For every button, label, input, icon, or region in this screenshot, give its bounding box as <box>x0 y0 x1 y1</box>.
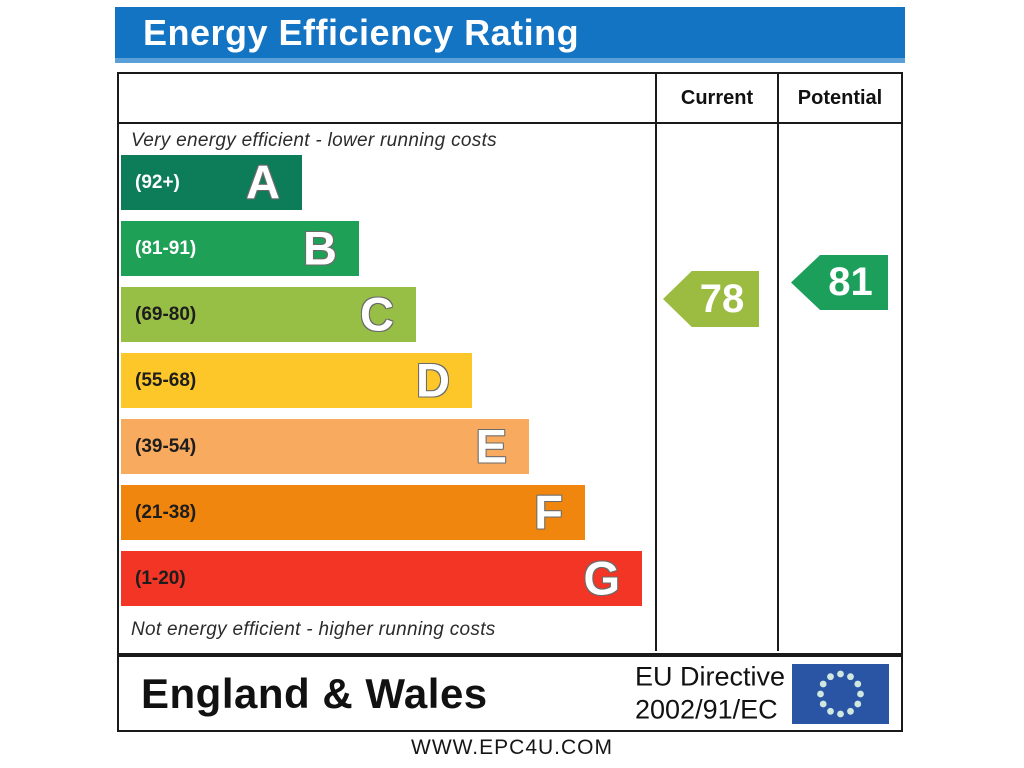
current-rating-value: 78 <box>699 276 745 321</box>
top-caption: Very energy efficient - lower running co… <box>131 130 497 151</box>
band-range-label-e: (39-54) <box>135 435 197 457</box>
band-letter-b: B <box>303 221 337 275</box>
footer-bar: England & Wales EU Directive 2002/91/EC <box>117 655 903 732</box>
band-range-label-a: (92+) <box>135 171 180 193</box>
chart-title-bar: Energy Efficiency Rating <box>115 7 905 63</box>
eu-directive-line1: EU Directive <box>635 660 786 691</box>
rating-band-d: (55-68) D <box>121 353 472 408</box>
potential-column-header: Potential <box>777 74 901 122</box>
chart-title: Energy Efficiency Rating <box>143 11 580 53</box>
band-letter-a: A <box>246 155 280 209</box>
band-bar-d: (55-68) D <box>121 353 472 408</box>
eu-directive-line2: 2002/91/EC <box>635 694 778 725</box>
rating-band-b: (81-91) B <box>121 221 359 276</box>
rating-band-e: (39-54) E <box>121 419 529 474</box>
rating-band-c: (69-80) C <box>121 287 416 342</box>
band-letter-c: C <box>360 287 394 341</box>
band-bar-c: (69-80) C <box>121 287 416 342</box>
band-letter-d: D <box>416 353 450 407</box>
band-bar-b: (81-91) B <box>121 221 359 276</box>
rating-band-a: (92+) A <box>121 155 302 210</box>
bottom-caption: Not energy efficient - higher running co… <box>131 619 496 640</box>
table-header-spacer <box>119 74 655 122</box>
potential-column-divider <box>777 124 779 651</box>
eu-flag-icon <box>792 664 889 724</box>
band-range-label-d: (55-68) <box>135 369 197 391</box>
band-bar-f: (21-38) F <box>121 485 585 540</box>
current-column-header: Current <box>655 74 777 122</box>
website-url: WWW.EPC4U.COM <box>411 736 613 759</box>
rating-band-f: (21-38) F <box>121 485 585 540</box>
band-letter-f: F <box>534 485 563 539</box>
band-range-label-b: (81-91) <box>135 237 197 259</box>
eu-directive-label: EU Directive 2002/91/EC <box>635 660 785 728</box>
region-label: England & Wales <box>141 669 488 717</box>
rating-table: Current Potential Very energy efficient … <box>117 72 903 655</box>
table-header-row: Current Potential <box>119 74 901 124</box>
band-range-label-c: (69-80) <box>135 303 197 325</box>
rating-band-g: (1-20) G <box>121 551 642 606</box>
band-bar-e: (39-54) E <box>121 419 529 474</box>
potential-rating-value: 81 <box>828 260 873 304</box>
table-body: Very energy efficient - lower running co… <box>119 124 901 651</box>
band-bar-g: (1-20) G <box>121 551 642 606</box>
band-letter-g: G <box>583 551 620 605</box>
band-bar-a: (92+) A <box>121 155 302 210</box>
band-letter-e: E <box>475 419 507 473</box>
band-range-label-f: (21-38) <box>135 501 197 523</box>
current-column-divider <box>655 124 657 651</box>
band-range-label-g: (1-20) <box>135 567 186 589</box>
